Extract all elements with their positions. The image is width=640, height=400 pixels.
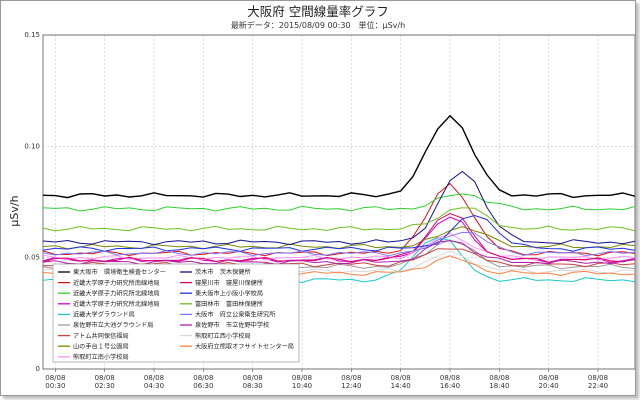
x-tick-time: 12:40 (341, 382, 361, 390)
x-tick-time: 14:40 (391, 382, 411, 390)
line-chart: 大阪府 空間線量率グラフ 最新データ：2015/08/09 00:30 単位：μ… (8, 4, 635, 390)
y-axis-label: μSv/h (8, 195, 21, 226)
plot-area: 00.050.100.1508/0800:3008/0802:3008/0804… (24, 31, 635, 390)
legend-label: 熊取町立西小学校局 (195, 332, 251, 340)
x-tick-time: 10:40 (292, 382, 312, 390)
x-tick-date: 08/08 (588, 374, 608, 382)
legend-label: アトム共同保信福局 (73, 332, 129, 340)
x-tick-time: 04:30 (144, 382, 164, 390)
legend-label: 富田林市 富田林保健所 (195, 300, 263, 308)
legend-label: 寝屋川市 寝屋川保健所 (195, 279, 263, 287)
plot-border (42, 34, 635, 370)
x-tick-time: 02:30 (95, 382, 115, 390)
legend-label: 山の手台１号公園局 (73, 342, 129, 350)
legend-label: 近畿大学原子力研究所北線地局 (73, 289, 160, 297)
legend: 東大阪市 環境衛生検査センター近畿大学原子力研究所南線地局近畿大学原子力研究所北… (52, 263, 300, 363)
x-tick-date: 08/08 (391, 374, 411, 382)
series-line (42, 207, 635, 232)
legend-label: 東大阪市 環境衛生検査センター (73, 268, 166, 276)
x-tick-date: 08/08 (144, 374, 164, 382)
series-line (42, 212, 635, 263)
x-tick-date: 08/08 (45, 374, 65, 382)
x-tick-date: 08/08 (243, 374, 263, 382)
y-tick-label: 0.05 (24, 254, 40, 262)
x-tick-date: 08/08 (341, 374, 361, 382)
series-line (42, 170, 635, 246)
series-line (42, 231, 635, 257)
x-tick-date: 08/08 (193, 374, 213, 382)
y-tick-label: 0.15 (24, 31, 40, 39)
legend-label: 泉佐野市 市立佐野中学校 (195, 321, 269, 329)
legend-label: 茨木市 茨木保健所 (195, 268, 251, 276)
legend-label: 近畿大学原子力研究所北線地局 (73, 300, 160, 308)
y-tick-label: 0.10 (24, 142, 40, 150)
x-tick-time: 08:30 (243, 382, 263, 390)
x-tick-time: 18:40 (489, 382, 509, 390)
x-tick-time: 06:30 (193, 382, 213, 390)
legend-label: 近畿大学原子力研究所南線地局 (73, 279, 160, 287)
x-tick-date: 08/08 (539, 374, 559, 382)
x-tick-time: 16:40 (440, 382, 460, 390)
legend-label: 大阪府立熊取オフサイトセンター局 (195, 342, 294, 350)
legend-label: 泉佐野市立大池グラウンド局 (73, 321, 153, 329)
x-tick-date: 08/08 (95, 374, 115, 382)
x-tick-time: 00:30 (45, 382, 65, 390)
chart-title: 大阪府 空間線量率グラフ (247, 4, 388, 19)
series-line (42, 114, 635, 199)
x-tick-time: 20:40 (539, 382, 559, 390)
legend-label: 東大阪市上小阪小学校局 (195, 289, 263, 297)
legend-label: 大阪市 府立公衆衛生研究所 (195, 311, 275, 319)
x-tick-date: 08/08 (440, 374, 460, 382)
y-tick-label: 0 (36, 365, 40, 373)
series-line (42, 214, 635, 252)
x-tick-time: 22:40 (588, 382, 608, 390)
legend-label: 熊取町立南小学校局 (73, 353, 129, 361)
x-tick-date: 08/08 (292, 374, 312, 382)
legend-box (52, 263, 300, 363)
chart-subtitle: 最新データ：2015/08/09 00:30 単位：μSv/h (231, 20, 405, 30)
series-line (42, 193, 635, 212)
x-tick-date: 08/08 (489, 374, 509, 382)
series-line (42, 216, 635, 263)
legend-label: 近畿大学グラウンド局 (73, 311, 135, 319)
